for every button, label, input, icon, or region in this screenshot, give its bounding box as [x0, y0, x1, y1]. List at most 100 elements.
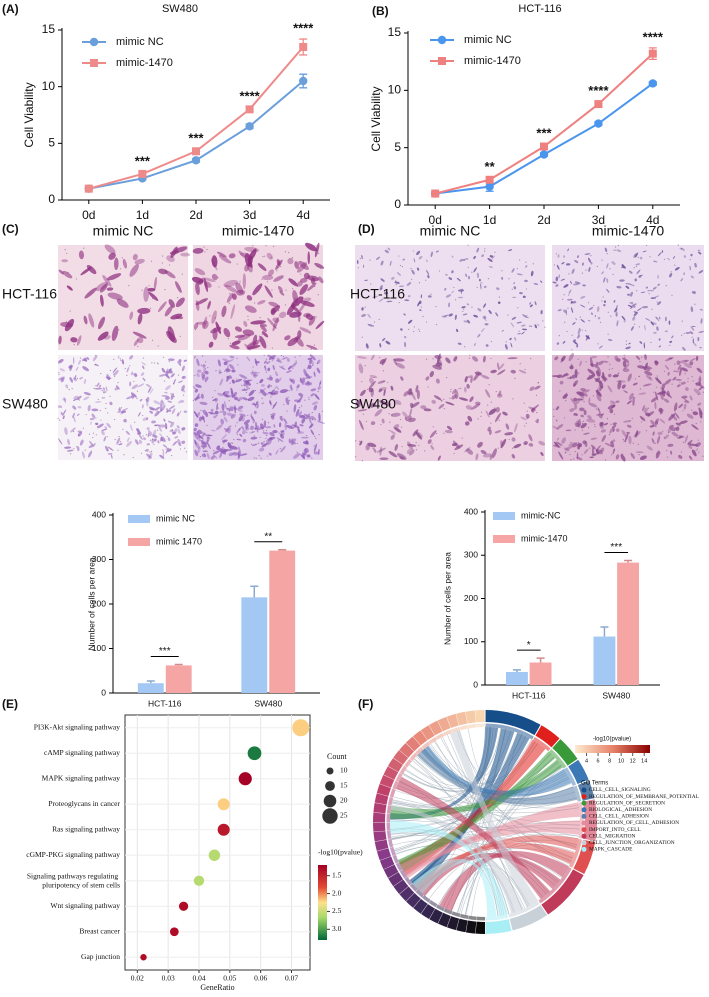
pore [562, 298, 564, 300]
pore [502, 329, 504, 332]
cell [559, 380, 564, 385]
pore [398, 302, 400, 304]
cell [159, 454, 165, 459]
pore [578, 372, 580, 374]
cell [201, 433, 206, 438]
cell [680, 381, 686, 385]
pore [73, 447, 75, 450]
significance: *** [188, 130, 204, 145]
ring-segment [485, 914, 509, 921]
y-tick-label: 300 [464, 550, 478, 560]
cell [308, 415, 314, 420]
pore [675, 408, 677, 410]
cell [310, 277, 316, 285]
pore [79, 357, 82, 359]
ring-segment [374, 839, 389, 851]
pore [218, 286, 220, 288]
cell [218, 254, 232, 264]
legend-label: mimic NC [116, 36, 164, 48]
pore [259, 317, 261, 319]
cell [572, 374, 576, 379]
cell [165, 368, 169, 377]
cell [238, 446, 242, 455]
pore [207, 366, 209, 369]
cell [216, 402, 218, 411]
cell [494, 412, 501, 423]
marker [431, 189, 440, 198]
pore [649, 377, 651, 379]
pore [149, 451, 151, 453]
pore [234, 425, 237, 427]
cell [250, 425, 254, 430]
cell [246, 262, 253, 273]
pore [582, 420, 585, 422]
cell [623, 265, 626, 269]
pore [418, 282, 421, 284]
pore [645, 430, 648, 432]
cell [222, 358, 230, 362]
column-label: mimic NC [420, 223, 481, 239]
ring-segment [437, 716, 451, 732]
cell [221, 433, 228, 441]
cell [671, 431, 679, 437]
pore [471, 271, 473, 273]
colorbar-title: -log10(pvalue) [318, 848, 363, 857]
ring-segment [569, 838, 582, 868]
cell [317, 386, 321, 390]
pore [238, 428, 240, 430]
cell [167, 326, 175, 342]
cell [279, 433, 285, 439]
cell [175, 281, 182, 293]
panel-label: (D) [358, 222, 375, 236]
cell [602, 371, 605, 379]
chord-ribbon [449, 730, 539, 908]
row-label: SW480 [350, 396, 396, 412]
cell [395, 362, 406, 369]
cell [672, 256, 676, 259]
pore [525, 261, 527, 263]
cell [132, 331, 147, 339]
ring-segment [485, 919, 512, 934]
cell [146, 398, 149, 407]
cell [597, 316, 601, 320]
pore [668, 259, 670, 261]
pore [553, 264, 556, 266]
y-tick-label: 0 [394, 197, 401, 211]
pore [236, 433, 239, 435]
pore [687, 442, 689, 444]
cell [221, 305, 227, 318]
cell [178, 359, 182, 363]
pore [567, 307, 569, 309]
cell [112, 367, 118, 373]
cell [236, 426, 242, 434]
pore [648, 293, 650, 295]
cell [269, 399, 272, 406]
cell [222, 439, 227, 444]
pore [544, 326, 546, 328]
cell [203, 316, 208, 329]
cell [122, 258, 128, 269]
cell [167, 409, 172, 412]
cell [148, 406, 155, 411]
cell [484, 323, 489, 326]
pore [587, 427, 590, 429]
pore [663, 370, 666, 372]
cell [632, 396, 635, 407]
pore [492, 255, 494, 257]
panel-label: (C) [2, 222, 19, 236]
cell [669, 340, 673, 343]
cell [278, 422, 282, 428]
cell [454, 389, 459, 400]
cell [572, 339, 576, 343]
ring-segment [388, 872, 404, 887]
cell [391, 276, 395, 280]
significance: ** [264, 531, 272, 542]
pore [150, 260, 153, 262]
cell [583, 432, 590, 435]
pore [624, 441, 626, 443]
cell [313, 451, 320, 455]
cell [577, 255, 579, 259]
cell [612, 422, 617, 426]
cell [237, 451, 240, 459]
cell [624, 432, 629, 442]
